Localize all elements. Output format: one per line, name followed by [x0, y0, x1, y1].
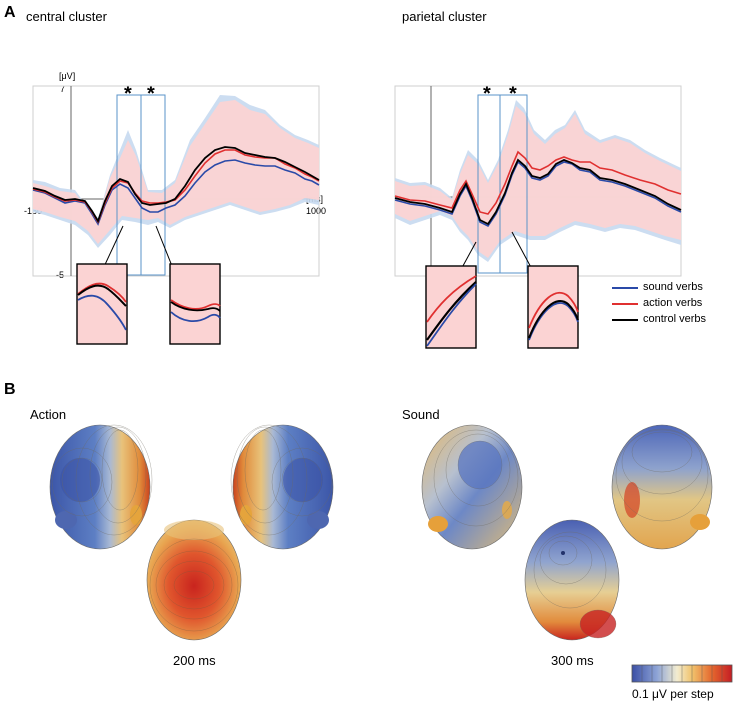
significance-star-2: * — [147, 83, 155, 105]
parietal-control-curve — [394, 158, 682, 226]
sound-head-right — [611, 424, 713, 550]
colorbar-label: 0.1 μV per step — [632, 687, 714, 701]
parietal-action-curve — [394, 150, 682, 215]
central-erp-plot — [32, 85, 320, 345]
parietal-cluster-title: parietal cluster — [402, 9, 487, 24]
significance-star-3: * — [483, 83, 491, 105]
central-cluster-title: central cluster — [26, 9, 107, 24]
significance-star-4: * — [509, 83, 517, 105]
y-min-label: -5 — [56, 270, 65, 280]
y-max-label: 7 — [60, 84, 66, 94]
x-max-label: 1000 — [306, 206, 327, 216]
parietal-pink-band — [395, 106, 681, 258]
central-inset-1 — [76, 263, 128, 345]
sound-time-label: 300 ms — [551, 653, 594, 668]
parietal-inset-2 — [527, 265, 579, 349]
sound-group-title: Sound — [402, 407, 440, 422]
central-inset-2 — [169, 263, 221, 345]
colorbar — [631, 664, 733, 683]
y-unit-label: [μV] — [59, 71, 76, 81]
sound-head-back — [524, 519, 620, 641]
parietal-inset-1 — [425, 265, 477, 349]
action-head-left — [49, 424, 153, 550]
action-head-right — [230, 424, 334, 550]
sound-head-left — [421, 424, 523, 550]
legend-control-label: control verbs — [643, 313, 706, 325]
parietal-erp-plot — [394, 85, 682, 349]
action-time-label: 200 ms — [173, 653, 216, 668]
legend-sound-label: sound verbs — [643, 281, 703, 293]
action-head-back — [146, 519, 242, 641]
legend-action-label: action verbs — [643, 297, 703, 309]
central-control-curve — [32, 146, 320, 224]
parietal-window-2 — [499, 94, 528, 274]
action-group-title: Action — [30, 407, 67, 422]
legend — [612, 287, 638, 321]
panel-a-letter: A — [4, 4, 16, 21]
significance-star-1: * — [124, 83, 132, 105]
central-window-2 — [140, 94, 166, 276]
panel-b-letter: B — [4, 381, 16, 398]
